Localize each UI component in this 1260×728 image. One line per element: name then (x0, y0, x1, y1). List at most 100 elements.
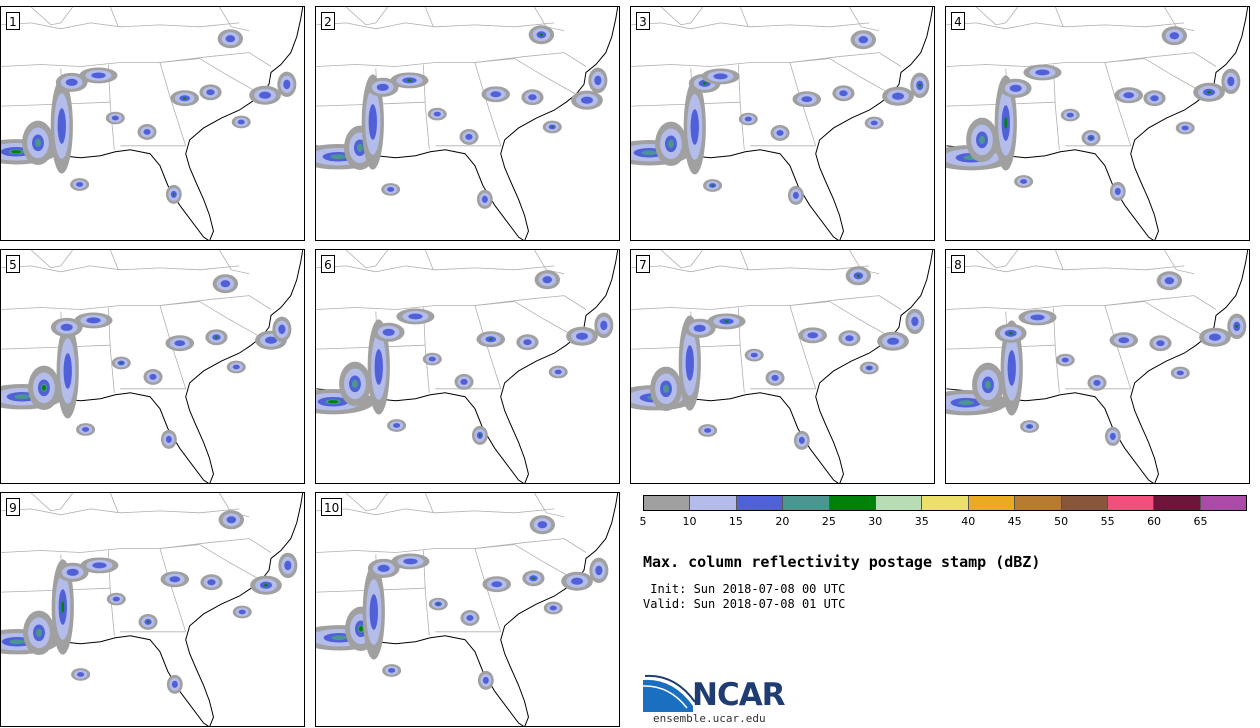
echo-cell (516, 334, 539, 351)
echo-cell (51, 559, 74, 655)
echo-cell (199, 84, 222, 101)
echo-cell (850, 30, 876, 50)
echo-cell (972, 362, 1004, 408)
echo-cell (138, 613, 158, 630)
echo-cell (143, 368, 163, 385)
colorbar-segment (968, 496, 1016, 510)
colorbar-segment (1200, 496, 1247, 510)
echo-cell (367, 558, 400, 578)
state-border (30, 250, 74, 269)
echo-cell (367, 319, 390, 415)
state-border (109, 7, 119, 27)
echo-cell (534, 270, 561, 290)
echo-cell (845, 266, 872, 286)
colorbar-tick-label: 10 (682, 515, 697, 528)
state-border (534, 493, 565, 518)
state-border (1, 544, 200, 553)
echo-cell (1149, 335, 1172, 352)
echo-cell (792, 91, 822, 108)
echo-cell (566, 326, 598, 346)
reflectivity-map (946, 250, 1249, 483)
state-border (424, 250, 434, 270)
echo-cell (683, 79, 706, 175)
echo-cell (366, 77, 399, 97)
state-border (159, 548, 187, 632)
echo-cell (701, 68, 740, 85)
state-border (30, 493, 74, 512)
state-border (1054, 250, 1064, 270)
state-border (737, 64, 745, 150)
colorbar-segment (1154, 496, 1201, 510)
reflectivity-map (316, 7, 619, 240)
echo-cell (994, 75, 1017, 171)
reflectivity-map (1, 7, 304, 240)
echo-cell (1109, 332, 1139, 349)
echo-cell (707, 313, 746, 330)
echo-cell (683, 318, 716, 338)
panel-label: 10 (321, 498, 343, 516)
echo-cell (1087, 374, 1107, 391)
state-border (199, 301, 262, 338)
colorbar-tick-label: 25 (821, 515, 836, 528)
state-border (1, 301, 200, 310)
state-border (316, 265, 555, 273)
init-time: Init: Sun 2018-07-08 00 UTC (643, 582, 846, 596)
echo-cell (71, 668, 91, 681)
echo-cell (212, 274, 239, 294)
reflectivity-colorbar (643, 495, 1247, 511)
echo-cell (28, 365, 60, 411)
echo-cell (205, 329, 228, 346)
state-border (159, 538, 272, 553)
state-border (789, 52, 902, 67)
reflectivity-map (631, 250, 934, 483)
echo-cell (588, 67, 608, 94)
state-border (514, 301, 577, 338)
state-border (631, 301, 830, 310)
echo-cell (339, 361, 371, 407)
echo-cell (1227, 313, 1247, 340)
state-border (424, 493, 434, 513)
echo-cell (427, 107, 447, 121)
colorbar-segment (875, 496, 923, 510)
member-panel-8: 8 (945, 249, 1250, 484)
echo-cell (655, 121, 687, 167)
reflectivity-map (631, 7, 934, 240)
echo-cell (165, 335, 195, 352)
echo-cell (770, 124, 790, 141)
echo-cell (678, 315, 701, 411)
colorbar-tick-label: 35 (914, 515, 929, 528)
echo-cell (1018, 309, 1057, 326)
echo-cell (542, 120, 562, 134)
echo-cell (476, 331, 506, 348)
echo-cell (481, 86, 511, 103)
echo-cell (232, 605, 252, 619)
echo-cell (528, 25, 555, 45)
state-border (219, 250, 250, 275)
echo-cell (1193, 82, 1225, 102)
state-border (474, 538, 587, 553)
state-border (789, 295, 902, 310)
state-border (424, 7, 434, 27)
colorbar-segment (783, 496, 830, 510)
colorbar-tick-label: 60 (1147, 515, 1162, 528)
state-border (316, 544, 515, 553)
echo-cell (838, 330, 861, 347)
echo-cell (272, 316, 292, 343)
echo-cell (738, 112, 758, 126)
member-panel-7: 7 (630, 249, 935, 484)
state-border (975, 250, 1019, 269)
state-border (316, 301, 515, 310)
echo-cell (390, 72, 429, 89)
echo-cell (744, 348, 764, 362)
state-border (946, 301, 1145, 310)
state-border (946, 265, 1185, 273)
echo-cell (50, 78, 73, 174)
echo-cell (170, 90, 200, 107)
state-border (1052, 307, 1060, 393)
state-border (1, 22, 240, 30)
state-border (1144, 301, 1207, 338)
panel-label: 9 (6, 498, 20, 516)
reflectivity-map (1, 493, 304, 726)
state-border (159, 52, 272, 67)
echo-cell (1156, 271, 1183, 291)
